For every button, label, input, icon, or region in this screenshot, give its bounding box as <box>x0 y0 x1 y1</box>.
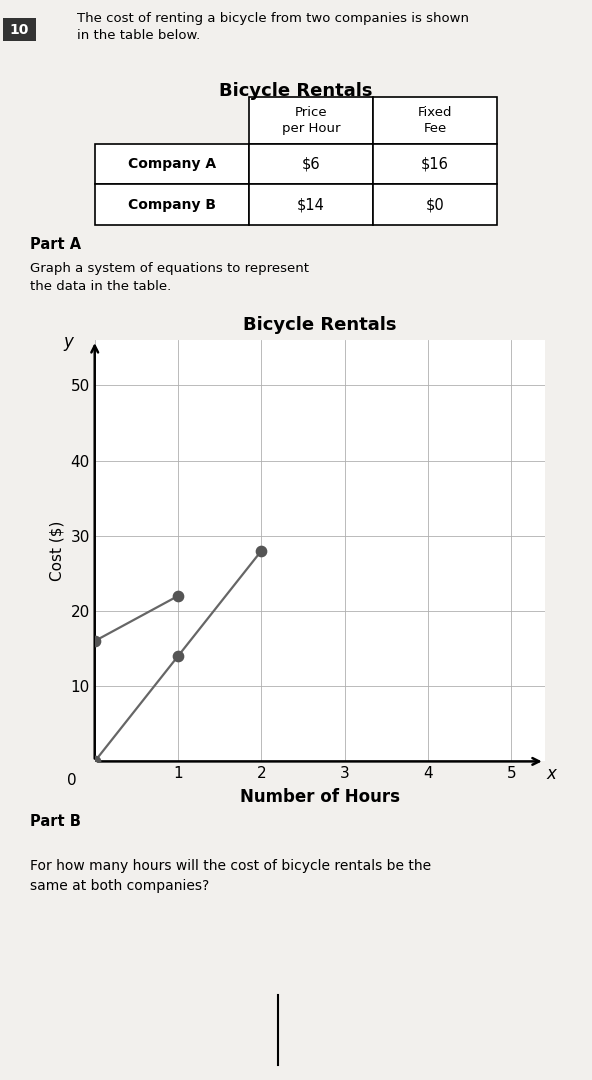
Bar <box>373 144 497 185</box>
Bar <box>95 185 249 226</box>
Point <box>90 633 99 650</box>
Bar <box>373 185 497 226</box>
Text: Price
per Hour: Price per Hour <box>282 106 340 135</box>
Text: Company A: Company A <box>128 157 215 171</box>
Text: Fixed
Fee: Fixed Fee <box>418 106 452 135</box>
Text: $0: $0 <box>426 198 445 213</box>
Bar <box>249 185 373 226</box>
Text: For how many hours will the cost of bicycle rentals be the
same at both companie: For how many hours will the cost of bicy… <box>30 860 431 893</box>
Text: $6: $6 <box>301 157 320 172</box>
Bar <box>249 144 373 185</box>
Bar <box>95 144 249 185</box>
Y-axis label: Cost ($): Cost ($) <box>50 521 65 581</box>
FancyBboxPatch shape <box>3 18 36 41</box>
Text: 10: 10 <box>10 23 29 37</box>
Point <box>173 588 183 605</box>
Text: Company B: Company B <box>128 198 215 212</box>
Text: Part A: Part A <box>30 238 81 253</box>
Text: Part B: Part B <box>30 814 81 828</box>
Text: Graph a system of equations to represent
the data in the table.: Graph a system of equations to represent… <box>30 261 308 293</box>
Text: $14: $14 <box>297 198 325 213</box>
Text: x: x <box>546 765 556 783</box>
X-axis label: Number of Hours: Number of Hours <box>240 788 400 806</box>
Point <box>90 753 99 770</box>
Text: $16: $16 <box>421 157 449 172</box>
Bar <box>249 97 373 144</box>
Point <box>256 542 266 559</box>
Bar <box>373 97 497 144</box>
Text: 0: 0 <box>66 772 76 787</box>
Point <box>173 647 183 664</box>
Text: y: y <box>63 334 73 351</box>
Text: The cost of renting a bicycle from two companies is shown
in the table below.: The cost of renting a bicycle from two c… <box>77 12 469 42</box>
Title: Bicycle Rentals: Bicycle Rentals <box>243 316 397 335</box>
Text: Bicycle Rentals: Bicycle Rentals <box>219 82 373 99</box>
